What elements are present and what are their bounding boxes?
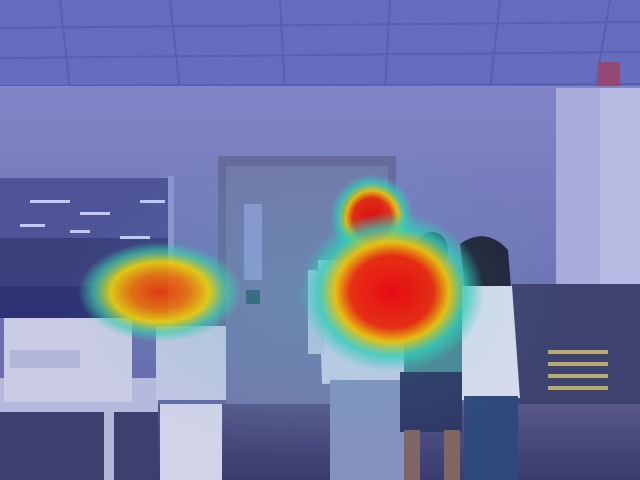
server-cabinet [556, 62, 640, 288]
saliency-heatmap-overlay [58, 140, 578, 460]
heat-blob-people [300, 212, 484, 372]
heat-blob-left [78, 242, 242, 342]
ceiling [0, 0, 640, 91]
